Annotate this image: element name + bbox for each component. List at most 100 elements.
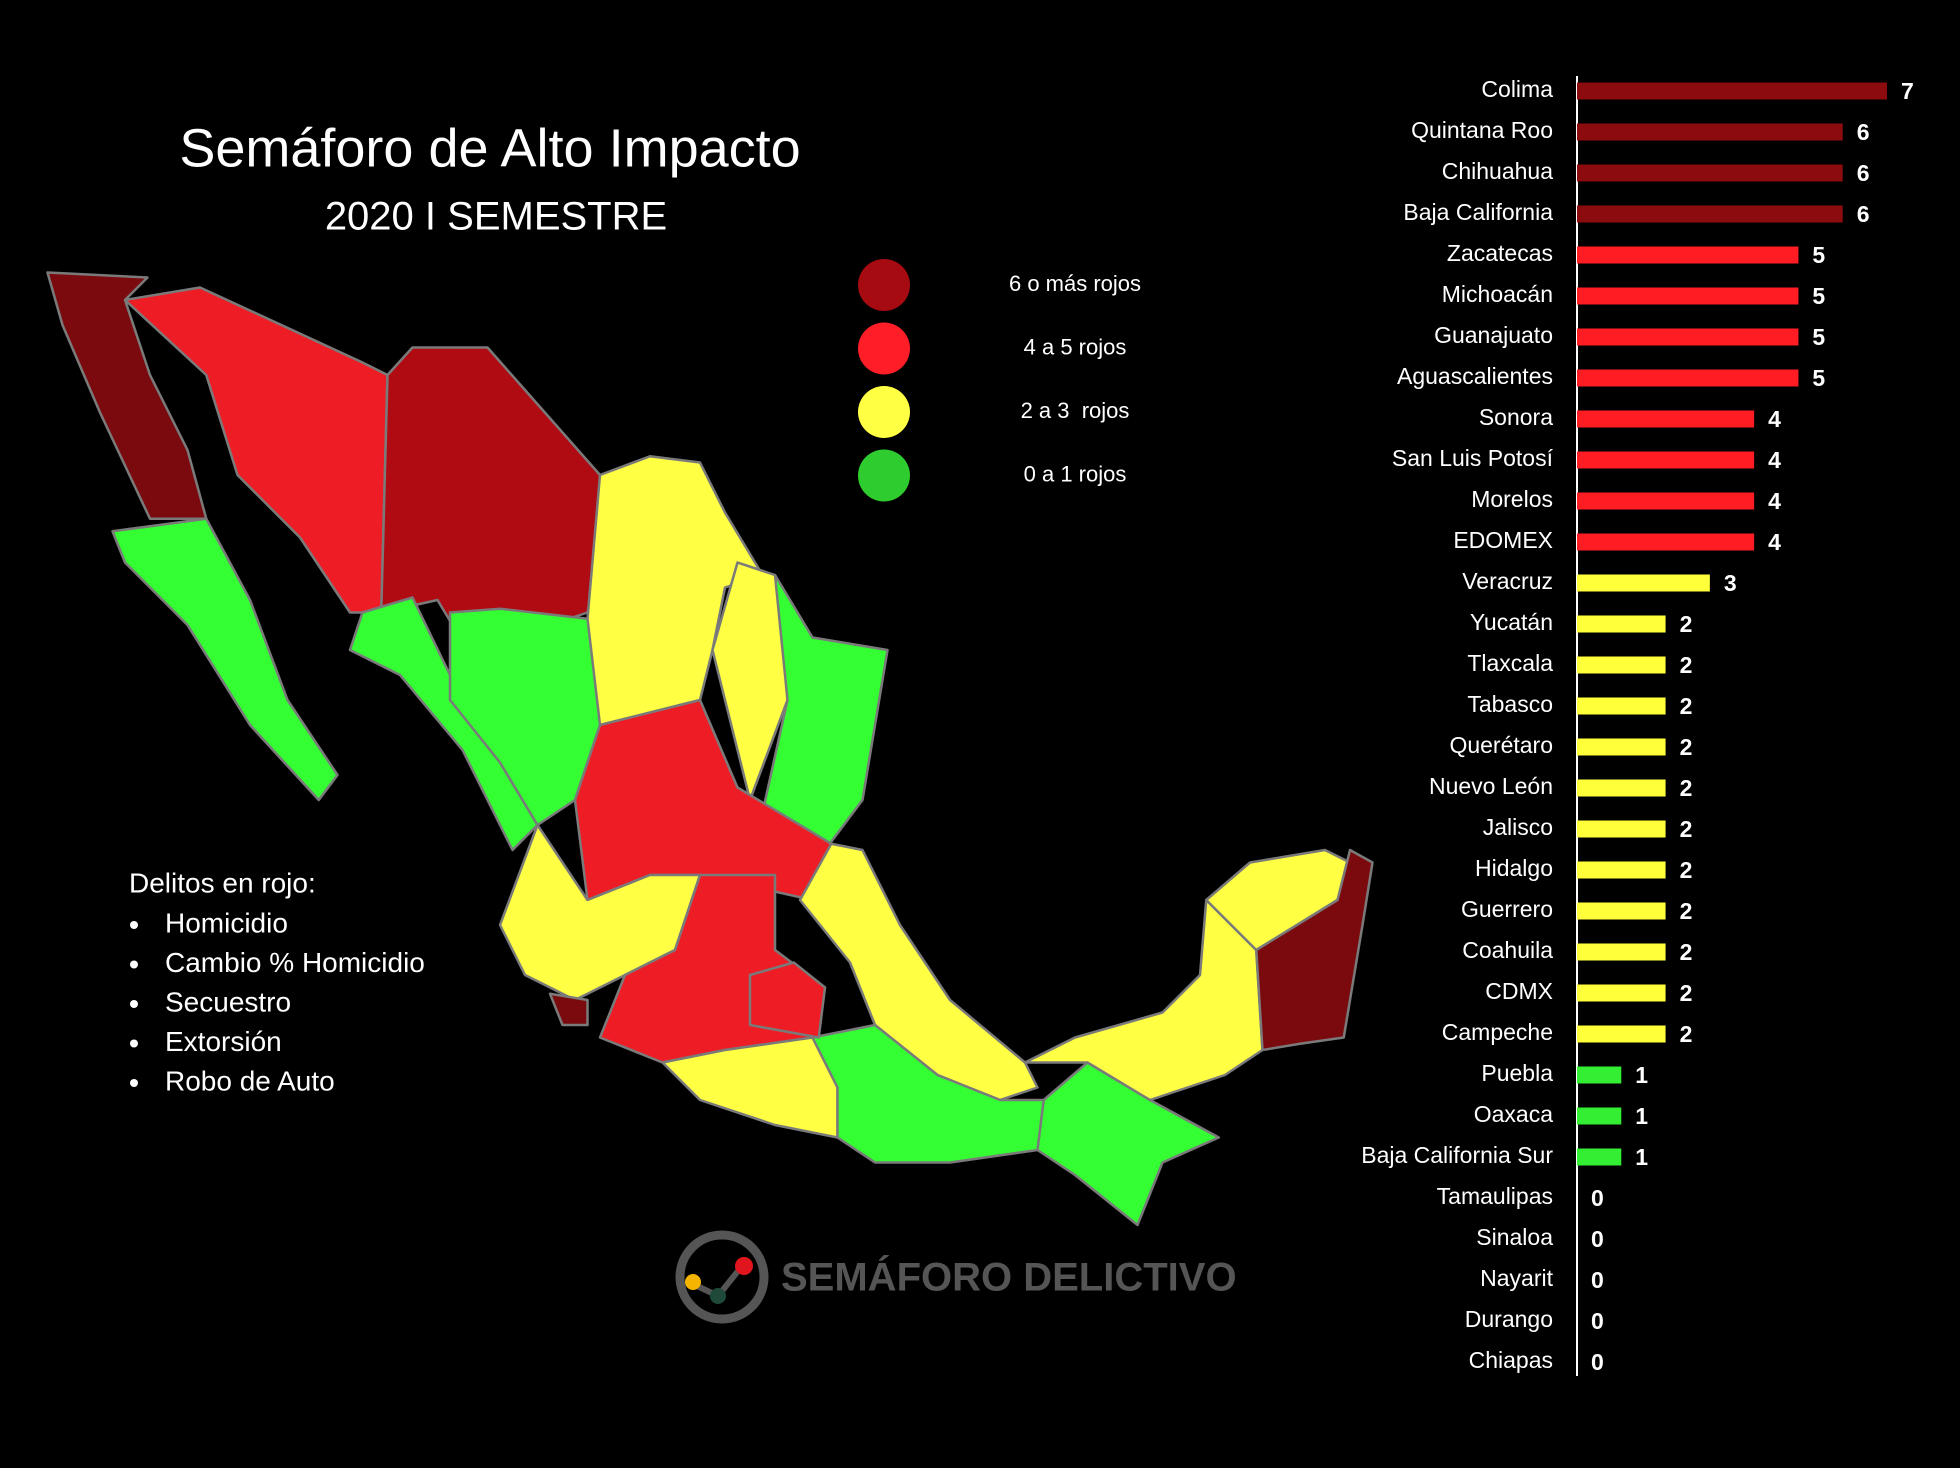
state [348, 596, 539, 852]
state [586, 455, 764, 727]
bar [1577, 984, 1666, 1002]
value-label: 0 [1591, 1267, 1604, 1293]
bar [1577, 779, 1666, 797]
value-label: 7 [1901, 78, 1914, 104]
category-label: Puebla [1481, 1060, 1553, 1086]
value-label: 6 [1857, 201, 1870, 227]
value-label: 2 [1680, 816, 1693, 842]
logo-dot [710, 1288, 726, 1304]
category-label: San Luis Potosí [1392, 445, 1554, 471]
state [1255, 848, 1374, 1052]
bullet [130, 1079, 138, 1087]
category-label: CDMX [1485, 978, 1553, 1004]
bar [1577, 123, 1843, 141]
value-label: 2 [1680, 1021, 1693, 1047]
value-label: 4 [1768, 406, 1781, 432]
note-item: Homicidio [165, 907, 288, 938]
bar [1577, 328, 1799, 346]
value-label: 2 [1680, 652, 1693, 678]
category-label: Veracruz [1462, 568, 1553, 594]
value-label: 4 [1768, 447, 1781, 473]
state [798, 842, 1039, 1102]
value-label: 1 [1635, 1103, 1648, 1129]
legend-swatch [858, 386, 910, 438]
value-label: 2 [1680, 980, 1693, 1006]
bar [1577, 1107, 1622, 1125]
value-label: 2 [1680, 939, 1693, 965]
category-label: Zacatecas [1447, 240, 1553, 266]
bar [1577, 697, 1666, 715]
bar [1577, 615, 1666, 633]
value-label: 2 [1680, 734, 1693, 760]
state [1023, 898, 1264, 1102]
category-label: Quintana Roo [1411, 117, 1553, 143]
category-label: Tabasco [1467, 691, 1553, 717]
notes-heading: Delitos en rojo: [129, 867, 316, 898]
logo: SEMÁFORO DELICTIVO [675, 1230, 1237, 1324]
category-label: Sinaloa [1476, 1224, 1553, 1250]
category-label: Hidalgo [1475, 855, 1553, 881]
category-label: Michoacán [1442, 281, 1553, 307]
legend-label: 0 a 1 rojos [1024, 461, 1127, 486]
state [548, 992, 589, 1027]
value-label: 5 [1812, 283, 1825, 309]
bar [1577, 1025, 1666, 1043]
category-label: Colima [1481, 76, 1553, 102]
value-label: 1 [1635, 1062, 1648, 1088]
category-label: Guanajuato [1434, 322, 1553, 348]
bullet [130, 921, 138, 929]
category-label: Nuevo León [1429, 773, 1553, 799]
value-label: 0 [1591, 1308, 1604, 1334]
category-label: Jalisco [1483, 814, 1553, 840]
value-label: 2 [1680, 898, 1693, 924]
value-label: 2 [1680, 857, 1693, 883]
category-label: Nayarit [1480, 1265, 1553, 1291]
category-label: Chihuahua [1442, 158, 1553, 184]
value-label: 2 [1680, 693, 1693, 719]
map-of-mexico [46, 271, 1374, 1227]
note-item: Cambio % Homicidio [165, 947, 425, 978]
category-label: Querétaro [1449, 732, 1553, 758]
category-label: Aguascalientes [1397, 363, 1553, 389]
bullet [130, 1000, 138, 1008]
category-label: Baja California Sur [1361, 1142, 1553, 1168]
value-label: 2 [1680, 611, 1693, 637]
value-label: 1 [1635, 1144, 1648, 1170]
note-item: Secuestro [165, 986, 291, 1017]
state [46, 271, 208, 520]
category-label: Tlaxcala [1467, 650, 1553, 676]
category-label: Coahuila [1462, 937, 1553, 963]
value-label: 3 [1724, 570, 1737, 596]
bar [1577, 533, 1755, 551]
value-label: 0 [1591, 1349, 1604, 1375]
subtitle: 2020 I SEMESTRE [325, 195, 667, 239]
bar [1577, 369, 1799, 387]
bar [1577, 902, 1666, 920]
legend-swatch [858, 322, 910, 375]
category-label: Baja California [1403, 199, 1553, 225]
logo-dot [735, 1257, 753, 1275]
value-label: 0 [1591, 1185, 1604, 1211]
bar [1577, 574, 1710, 592]
bar [1577, 205, 1843, 223]
state [111, 517, 339, 802]
category-label: Oaxaca [1474, 1101, 1553, 1127]
category-label: Tamaulipas [1437, 1183, 1553, 1209]
category-label: Yucatán [1470, 609, 1553, 635]
bar [1577, 861, 1666, 879]
note-item: Extorsión [165, 1026, 282, 1057]
category-label: Durango [1465, 1306, 1553, 1332]
value-label: 5 [1812, 365, 1825, 391]
state [748, 961, 827, 1039]
bar [1577, 246, 1799, 264]
bullet [130, 960, 138, 969]
value-label: 6 [1857, 119, 1870, 145]
value-label: 4 [1768, 529, 1781, 555]
bar [1577, 287, 1799, 305]
bar [1577, 1148, 1622, 1166]
category-label: Morelos [1471, 486, 1553, 512]
bar [1577, 738, 1666, 756]
note-item: Robo de Auto [165, 1065, 335, 1096]
title: Semáforo de Alto Impacto [179, 118, 800, 178]
